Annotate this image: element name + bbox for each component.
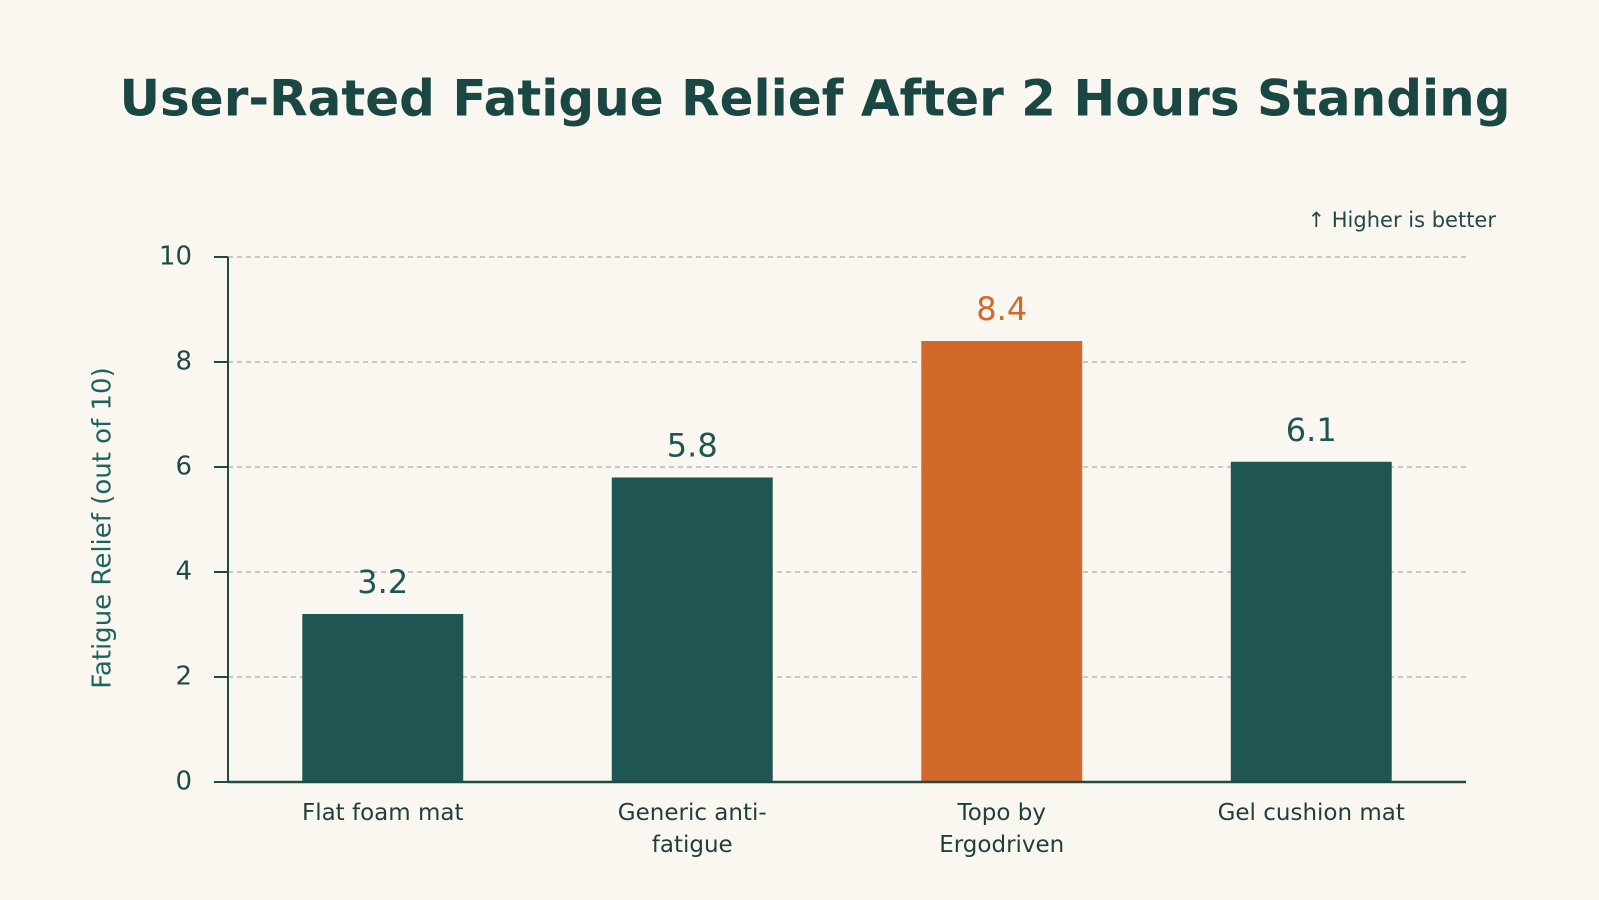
y-tick-label: 10 [159, 242, 192, 272]
bar [1230, 461, 1392, 782]
value-label: 3.2 [357, 563, 408, 601]
y-axis-label: Fatigue Relief (out of 10) [88, 367, 118, 688]
annotation: ↑ Higher is better [1308, 208, 1497, 232]
chart-title: User-Rated Fatigue Relief After 2 Hours … [119, 70, 1510, 128]
x-tick-label: Flat foam mat [301, 800, 464, 826]
x-tick-label: Gel cushion mat [1217, 800, 1405, 826]
bar [611, 477, 773, 782]
y-tick-label: 8 [175, 347, 192, 377]
value-label: 6.1 [1286, 411, 1337, 449]
y-tick-label: 0 [175, 767, 192, 797]
bar [921, 341, 1083, 782]
value-label: 5.8 [667, 427, 718, 465]
x-tick-label: Topo by Ergodriven [939, 800, 1065, 858]
y-tick-label: 2 [175, 662, 192, 692]
y-tick-label: 6 [175, 452, 192, 482]
bar [302, 614, 464, 782]
y-tick-label: 4 [175, 557, 192, 587]
value-label: 8.4 [976, 290, 1027, 328]
x-tick-label: Generic anti-fatigue [617, 800, 767, 858]
